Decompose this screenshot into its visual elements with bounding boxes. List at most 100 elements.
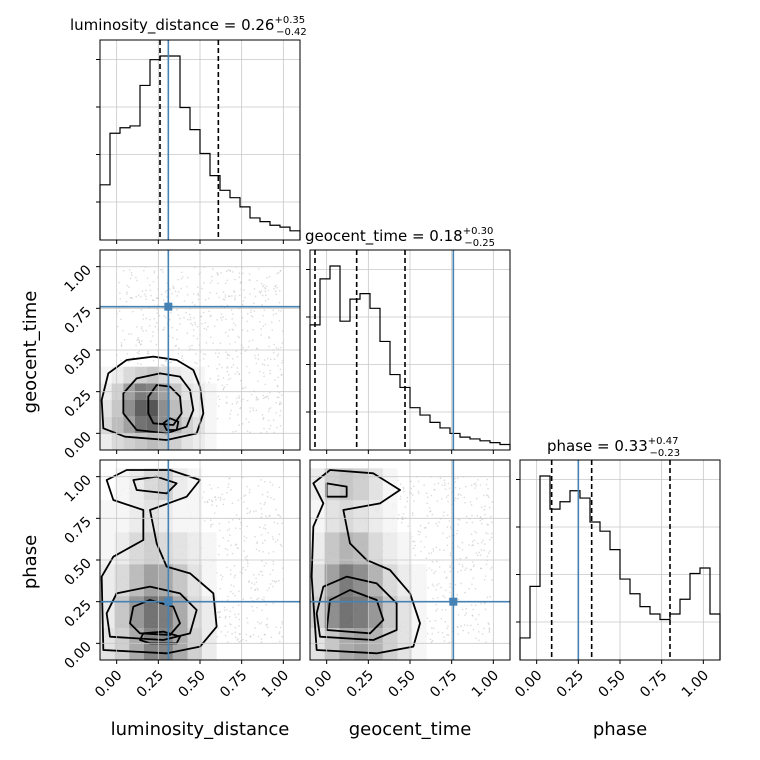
density-cell (202, 628, 217, 660)
sample-point (236, 413, 239, 416)
sample-point (168, 318, 171, 321)
sample-point (266, 623, 268, 626)
sample-point (205, 328, 208, 331)
sample-point (485, 532, 488, 534)
sample-point (189, 348, 192, 350)
sample-point (438, 548, 441, 551)
sample-point (266, 395, 269, 398)
sample-point (269, 392, 271, 394)
sample-point (457, 477, 459, 479)
sample-point (411, 514, 414, 517)
sample-point (155, 322, 158, 324)
sample-point (242, 387, 245, 390)
sample-point (488, 538, 491, 541)
sample-point (279, 515, 282, 518)
sample-point (264, 300, 267, 302)
sample-point (189, 318, 192, 321)
x-tick-label: 0.50 (175, 668, 208, 701)
sample-point (273, 379, 276, 381)
sample-point (253, 354, 256, 357)
sample-point (477, 542, 479, 545)
y-tick-label: 0.00 (61, 639, 94, 672)
sample-point (202, 353, 205, 355)
density-cell (181, 366, 194, 384)
sample-point (273, 498, 275, 501)
sample-point (265, 294, 267, 297)
sample-point (448, 535, 451, 538)
sample-point (229, 270, 232, 272)
density-cell (339, 532, 354, 565)
sample-point (429, 510, 431, 513)
sample-point (280, 373, 283, 376)
sample-point (186, 332, 189, 335)
sample-point (222, 377, 225, 379)
sample-point (209, 315, 212, 318)
sample-point (253, 310, 256, 312)
sample-point (472, 565, 475, 568)
sample-point (183, 300, 186, 302)
sample-point (443, 549, 445, 551)
sample-point (261, 363, 264, 365)
sample-point (169, 361, 172, 364)
sample-point (232, 364, 235, 366)
sample-point (436, 608, 439, 611)
sample-point (256, 348, 258, 350)
sample-point (201, 322, 203, 325)
sample-point (457, 523, 459, 526)
sample-point (483, 508, 486, 511)
sample-point (449, 554, 452, 557)
sample-point (435, 610, 437, 612)
sample-point (210, 525, 212, 528)
sample-point (234, 594, 237, 597)
sample-point (126, 352, 128, 355)
density-cell (172, 500, 188, 533)
x-tick-label: 0.25 (344, 668, 377, 701)
sample-point (248, 279, 250, 281)
sample-point (258, 370, 261, 373)
sample-point (278, 640, 281, 643)
sample-point (207, 365, 210, 368)
sample-point (138, 341, 140, 343)
sample-point (218, 545, 221, 547)
sample-point (223, 498, 225, 501)
sample-point (163, 326, 166, 329)
density-cell (187, 628, 203, 660)
sample-point (486, 523, 489, 526)
sample-point (264, 528, 267, 530)
sample-point (195, 353, 197, 355)
sample-point (427, 522, 430, 524)
sample-point (130, 332, 133, 335)
sample-point (262, 394, 264, 397)
sample-point (202, 358, 205, 360)
sample-point (160, 364, 163, 366)
sample-point (454, 497, 457, 499)
sample-point (252, 609, 254, 612)
sample-point (268, 336, 270, 338)
density-cell (324, 532, 340, 565)
sample-point (471, 521, 474, 524)
sample-point (251, 339, 254, 341)
sample-point (214, 496, 216, 499)
sample-point (275, 626, 277, 629)
sample-point (269, 573, 272, 576)
sample-point (472, 577, 475, 579)
sample-point (482, 539, 484, 542)
sample-point (467, 632, 470, 634)
density-cell (187, 564, 203, 597)
sample-point (255, 399, 258, 401)
sample-point (417, 530, 420, 533)
sample-point (244, 556, 247, 559)
sample-point (258, 573, 260, 576)
sample-point (474, 482, 477, 485)
sample-point (197, 292, 199, 295)
sample-point (258, 550, 261, 552)
sample-point (490, 566, 493, 569)
sample-point (223, 606, 226, 609)
sample-point (118, 310, 121, 312)
sample-point (224, 617, 227, 619)
sample-point (120, 344, 123, 346)
sample-point (454, 486, 457, 489)
sample-point (434, 619, 437, 622)
sample-point (136, 339, 139, 341)
panel-hist-geocent-time (306, 249, 511, 454)
